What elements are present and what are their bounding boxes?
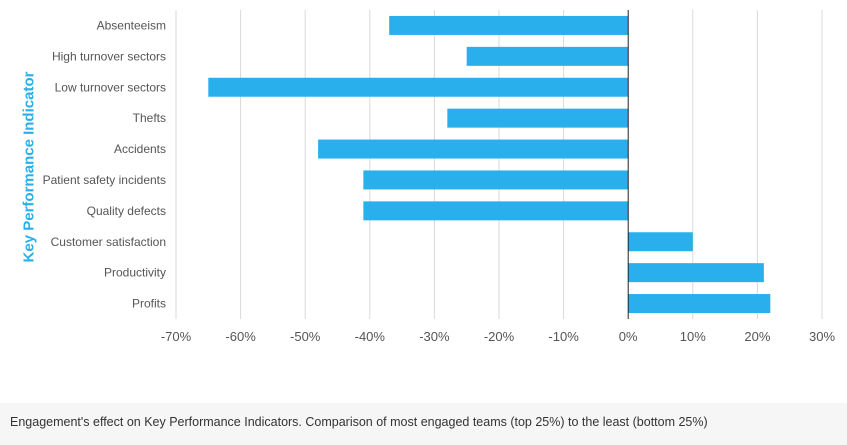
- category-label: Absenteeism: [97, 18, 166, 32]
- x-tick-label: -50%: [290, 329, 321, 344]
- x-tick-label: -30%: [419, 329, 450, 344]
- chart-caption: Engagement's effect on Key Performance I…: [10, 415, 708, 429]
- bar: [447, 108, 629, 128]
- category-label: High turnover sectors: [52, 49, 166, 63]
- x-tick-label: 10%: [680, 329, 706, 344]
- category-label: Customer satisfaction: [51, 235, 166, 249]
- y-axis-title: Key Performance Indicator: [20, 71, 38, 263]
- x-tick-label: -70%: [161, 329, 192, 344]
- kpi-bar-chart: Absenteeism High turnover sectors Low turn…: [43, 10, 836, 344]
- x-tick-label: 30%: [809, 329, 835, 344]
- category-label: Patient safety incidents: [43, 173, 166, 187]
- category-label: Quality defects: [87, 204, 166, 218]
- bar: [466, 46, 629, 66]
- x-tick-label: -60%: [225, 329, 256, 344]
- category-label: Productivity: [104, 266, 166, 280]
- category-label: Profits: [132, 297, 166, 311]
- category-label: Thefts: [133, 111, 166, 125]
- x-tick-label: -40%: [355, 329, 386, 344]
- category-label: Low turnover sectors: [55, 80, 166, 94]
- x-tick-labels: -70% -60% -50% -40% -30% -20% -10% 0% 10% 20% 30%: [161, 329, 836, 344]
- caption-bar: Engagement's effect on Key Performance I…: [0, 403, 847, 445]
- bar: [389, 15, 629, 35]
- bar: [628, 294, 771, 314]
- category-labels: Absenteeism High turnover sectors Low turn…: [43, 18, 166, 310]
- x-tick-label: 0%: [619, 329, 638, 344]
- bar: [318, 139, 629, 159]
- bars: [208, 15, 771, 314]
- x-tick-label: -20%: [484, 329, 515, 344]
- category-label: Accidents: [114, 142, 166, 156]
- bar: [363, 201, 629, 221]
- x-tick-label: -10%: [548, 329, 579, 344]
- bar: [208, 77, 629, 97]
- bar: [363, 170, 629, 190]
- bar: [628, 232, 693, 252]
- bar: [628, 263, 764, 283]
- x-tick-label: 20%: [744, 329, 770, 344]
